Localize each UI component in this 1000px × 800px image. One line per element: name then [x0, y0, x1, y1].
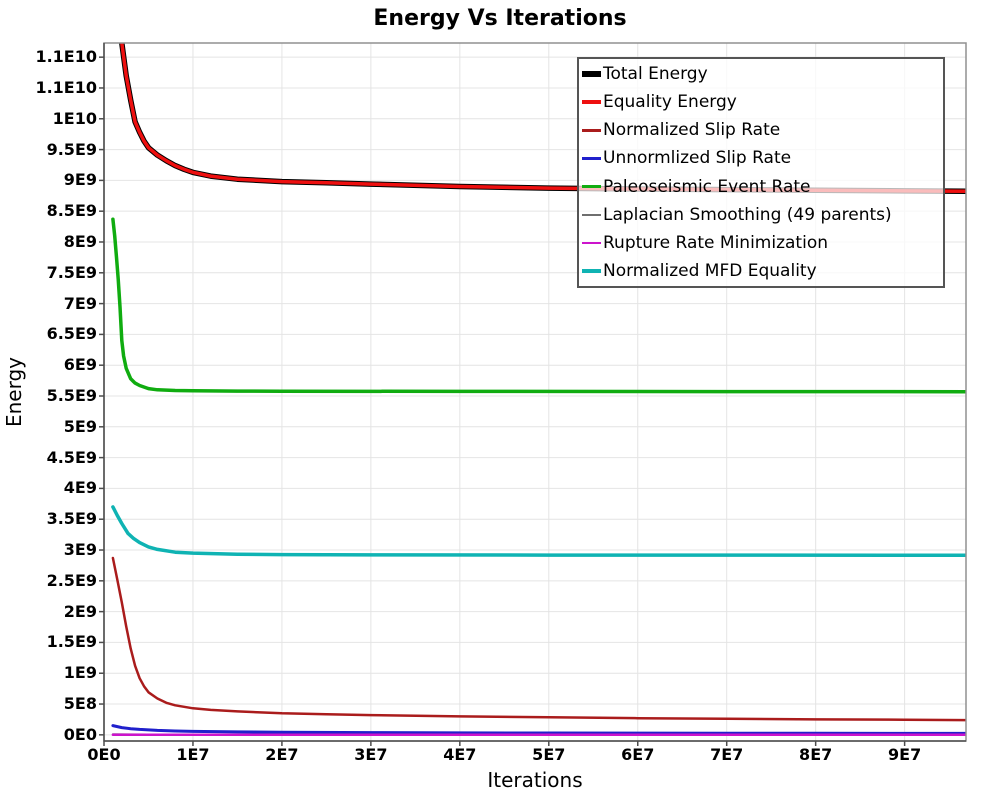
legend-label: Rupture Rate Minimization [603, 232, 828, 253]
legend-item: Unnormlized Slip Rate [582, 144, 943, 172]
legend-item: Laplacian Smoothing (49 parents) [582, 201, 943, 229]
y-tick-label: 1.5E9 [46, 632, 97, 652]
series-line-paleoseismic-event-rate [111, 217, 966, 394]
legend-label: Paleoseismic Event Rate [603, 176, 811, 197]
y-tick-label: 5E9 [63, 416, 97, 436]
x-tick-label: 2E7 [265, 745, 299, 764]
legend-line-swatch [582, 241, 601, 245]
legend-item: Equality Energy [582, 88, 943, 116]
y-tick-label: 1.1E10 [35, 47, 97, 67]
legend-item: Rupture Rate Minimization [582, 229, 943, 257]
y-tick-label: 2E9 [63, 601, 97, 621]
y-tick-label: 1E9 [63, 663, 97, 683]
legend-line-swatch [582, 71, 601, 77]
x-tick-label: 1E7 [176, 745, 210, 764]
y-tick-label: 9E9 [63, 170, 97, 190]
y-tick-label: 8.5E9 [46, 201, 97, 221]
y-tick-label: 5E8 [63, 694, 97, 714]
legend-label: Laplacian Smoothing (49 parents) [603, 204, 892, 225]
x-tick-label: 6E7 [621, 745, 655, 764]
legend-label: Total Energy [603, 64, 708, 85]
legend-item: Total Energy [582, 60, 943, 88]
x-tick-label: 4E7 [443, 745, 477, 764]
legend-line-swatch [582, 269, 601, 273]
legend-item: Normalized MFD Equality [582, 257, 943, 285]
chart-title: Energy Vs Iterations [373, 6, 627, 31]
y-tick-label: 7.5E9 [46, 262, 97, 282]
x-tick-label: 7E7 [710, 745, 744, 764]
y-tick-label: 7E9 [63, 293, 97, 313]
legend-line-swatch [582, 184, 601, 189]
legend-label: Normalized MFD Equality [603, 260, 817, 281]
y-tick-label: 4.5E9 [46, 447, 97, 467]
x-axis-title: Iterations [487, 768, 583, 792]
y-tick-label: 3E9 [63, 540, 97, 560]
legend-line-swatch [582, 100, 601, 104]
series-line-normalized-slip-rate [111, 556, 966, 722]
y-tick-label: 8E9 [63, 231, 97, 251]
legend: Total Energy Equality Energy Normalized Sl… [577, 57, 945, 288]
legend-label: Equality Energy [603, 92, 737, 113]
y-tick-label: 1E10 [52, 108, 97, 128]
legend-line-swatch [582, 156, 601, 160]
x-tick-label: 8E7 [799, 745, 833, 764]
series-line-normalized-mfd-equality [111, 505, 966, 558]
y-tick-label: 5.5E9 [46, 386, 97, 405]
x-tick-label: 3E7 [354, 745, 388, 764]
x-tick-label: 0E0 [87, 745, 121, 764]
legend-label: Unnormlized Slip Rate [603, 148, 792, 169]
x-tick-label: 9E7 [888, 745, 922, 764]
y-tick-label: 0E0 [63, 724, 97, 744]
y-tick-label: 4E9 [63, 478, 97, 498]
legend-line-swatch [582, 213, 601, 216]
legend-line-swatch [582, 129, 601, 132]
legend-item: Paleoseismic Event Rate [582, 173, 943, 201]
y-tick-label: 1.1E10 [35, 77, 97, 97]
legend-item: Normalized Slip Rate [582, 116, 943, 144]
legend-label: Normalized Slip Rate [603, 120, 781, 141]
x-tick-label: 5E7 [532, 745, 566, 764]
y-tick-label: 2.5E9 [46, 570, 97, 590]
y-tick-label: 6.5E9 [46, 324, 97, 344]
y-tick-label: 6E9 [63, 355, 97, 375]
series-line-unnormlized-slip-rate [111, 724, 966, 735]
y-tick-label: 9.5E9 [46, 139, 97, 159]
y-tick-label: 3.5E9 [46, 509, 97, 529]
